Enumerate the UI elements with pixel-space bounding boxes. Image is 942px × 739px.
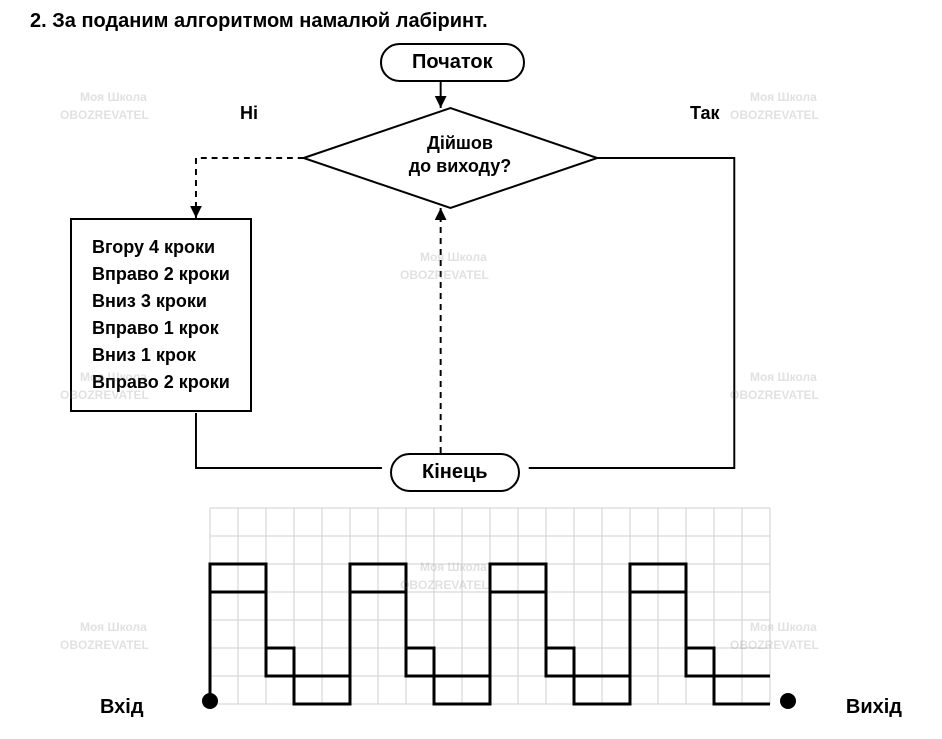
- entry-label: Вхід: [100, 696, 144, 719]
- process-line: Вправо 1 крок: [92, 315, 230, 342]
- decision: Дійшов до виходу?: [310, 108, 610, 208]
- process-line: Вправо 2 кроки: [92, 261, 230, 288]
- decision-line1: Дійшов: [427, 133, 493, 153]
- process-line: Вгору 4 кроки: [92, 234, 230, 261]
- no-label: Ні: [240, 103, 258, 124]
- watermark: OBOZREVATEL: [60, 638, 149, 652]
- decision-line2: до виходу?: [409, 156, 512, 176]
- entry-dot: [202, 693, 218, 709]
- page-title: 2. За поданим алгоритмом намалюй лабірин…: [10, 10, 932, 33]
- exit-label: Вихід: [846, 696, 902, 719]
- end-terminal: Кінець: [390, 453, 520, 492]
- process-line: Вправо 2 кроки: [92, 369, 230, 396]
- decision-text: Дійшов до виходу?: [310, 132, 610, 179]
- process-line: Вниз 1 крок: [92, 342, 230, 369]
- process-block: Вгору 4 кроки Вправо 2 кроки Вниз 3 крок…: [70, 218, 252, 412]
- maze: [190, 498, 870, 718]
- yes-label: Так: [690, 103, 720, 124]
- start-terminal: Початок: [380, 43, 525, 82]
- exit-dot: [780, 693, 796, 709]
- watermark: Моя Школа: [80, 620, 147, 634]
- maze-svg: [190, 498, 870, 718]
- flowchart: Початок Дійшов до виходу? Ні Так Вгору 4…: [10, 43, 932, 493]
- process-line: Вниз 3 кроки: [92, 288, 230, 315]
